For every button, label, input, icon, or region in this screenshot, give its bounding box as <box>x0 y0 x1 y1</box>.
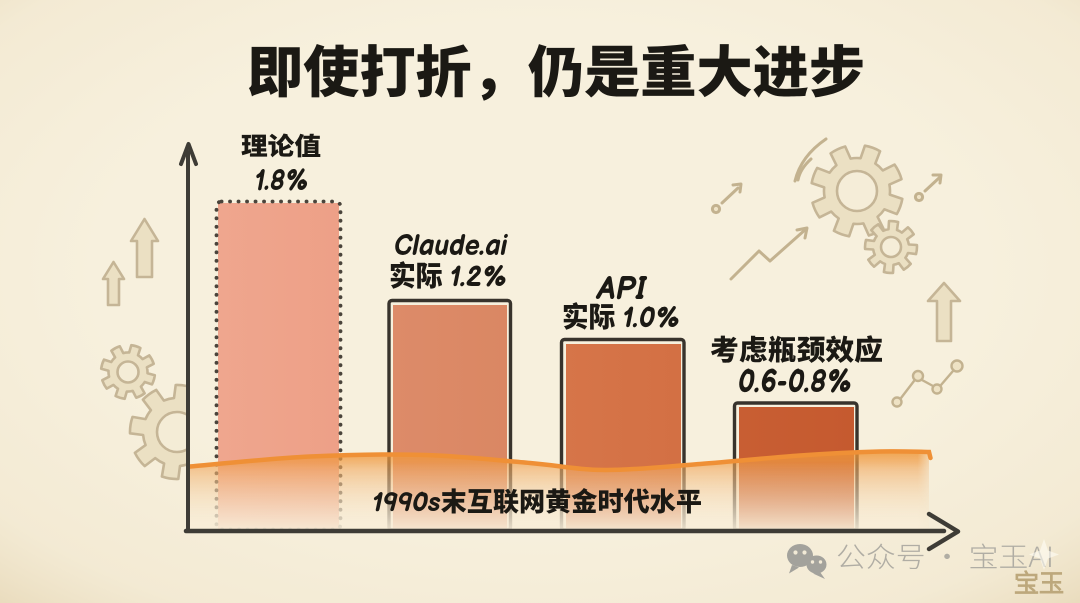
svg-text:即使打折，仍是重大进步: 即使打折，仍是重大进步 <box>247 28 865 109</box>
svg-text:考虑瓶颈效应: 考虑瓶颈效应 <box>710 328 883 369</box>
svg-text:宝玉: 宝玉 <box>1014 564 1064 600</box>
svg-text:实际 1.0%: 实际 1.0% <box>562 301 680 336</box>
svg-text:0.6-0.8%: 0.6-0.8% <box>738 363 852 402</box>
svg-text:理论值: 理论值 <box>241 127 321 163</box>
svg-text:Claude.ai: Claude.ai <box>394 229 508 264</box>
svg-text:1990s末互联网黄金时代水平: 1990s末互联网黄金时代水平 <box>372 487 702 519</box>
svg-text:API: API <box>595 270 648 309</box>
svg-text:公众号 · 宝玉AI: 公众号 · 宝玉AI <box>836 536 1054 576</box>
svg-text:实际 1.2%: 实际 1.2% <box>389 260 507 295</box>
svg-text:1.8%: 1.8% <box>255 164 309 199</box>
